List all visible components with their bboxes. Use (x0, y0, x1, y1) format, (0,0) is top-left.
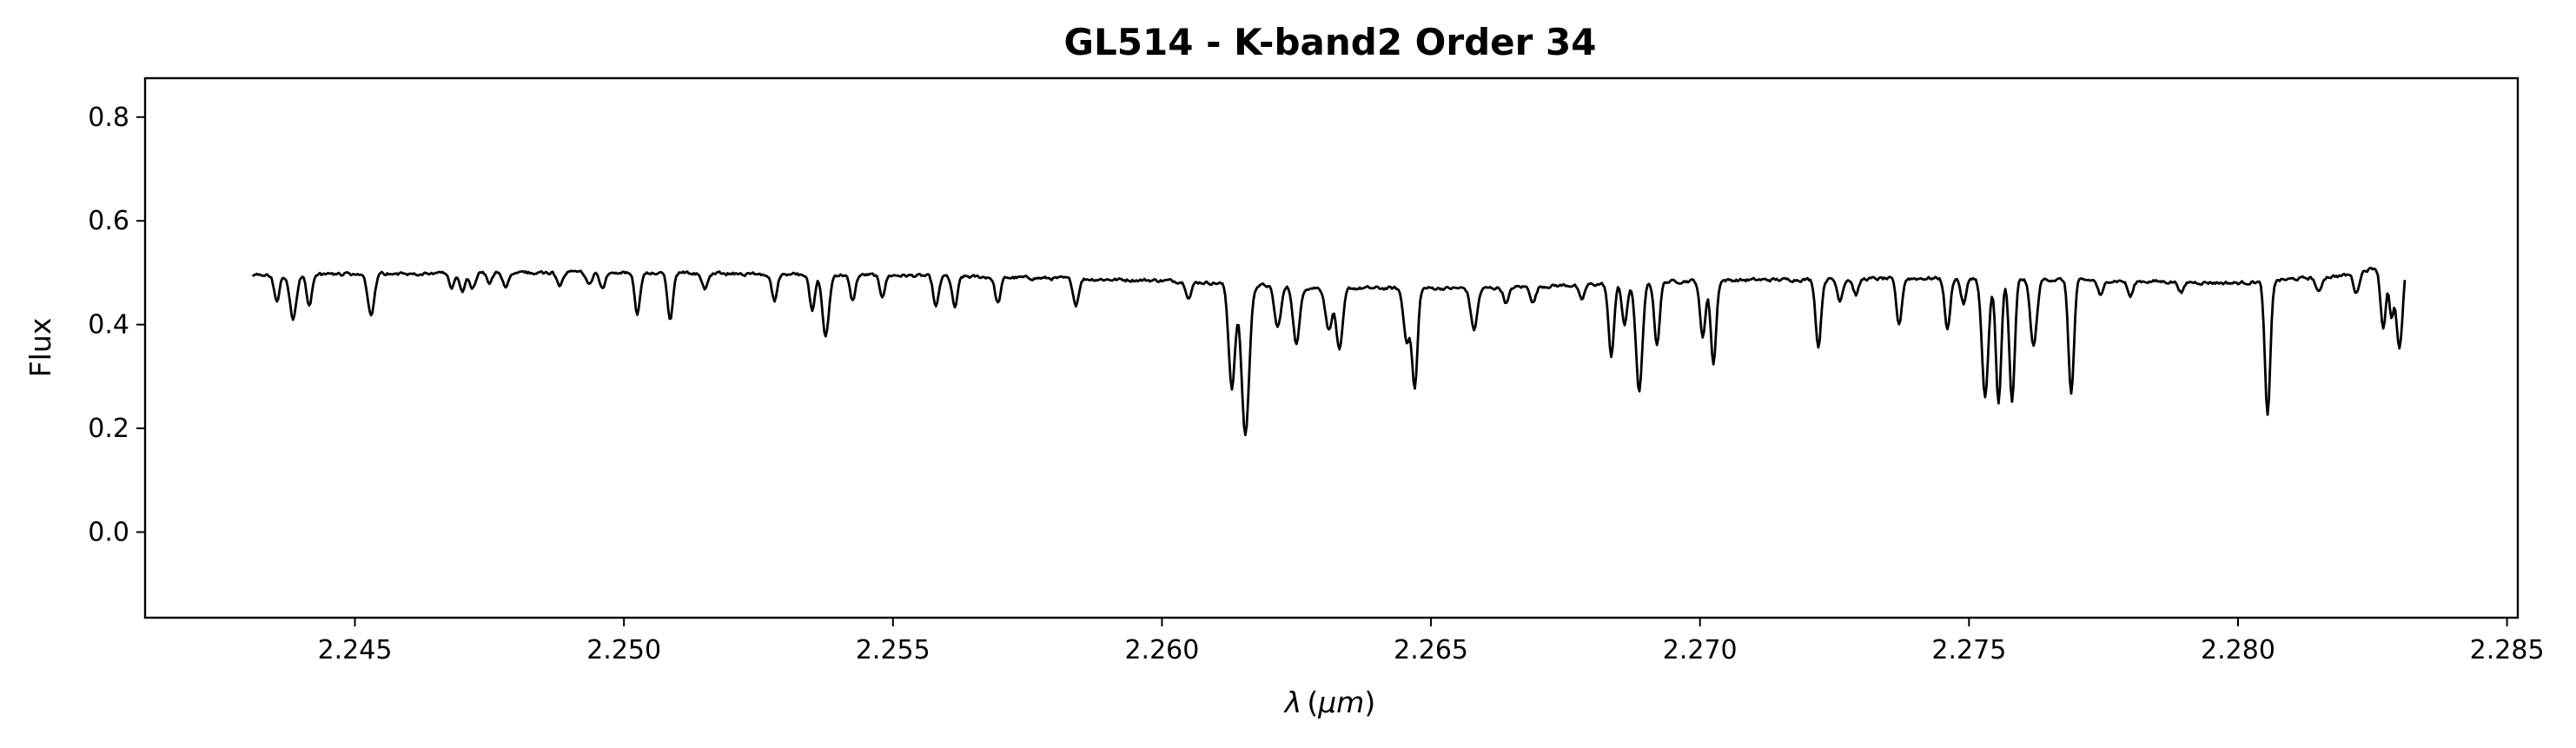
x-tick-label: 2.280 (2201, 635, 2275, 665)
x-axis-label: λ (μm) (1283, 685, 1375, 719)
chart-title: GL514 - K-band2 Order 34 (1064, 21, 1597, 63)
x-tick-label: 2.255 (856, 635, 930, 665)
y-tick-label: 0.4 (88, 310, 129, 341)
y-tick-label: 0.8 (88, 103, 129, 133)
x-tick-label: 2.270 (1663, 635, 1738, 665)
flux-series-line (251, 267, 2407, 437)
x-tick-label: 2.285 (2470, 635, 2545, 665)
x-axis: 2.245 2.250 2.255 2.260 2.265 2.270 2.275 2.280… (318, 618, 2545, 665)
y-axis-label: Flux (23, 318, 57, 378)
y-tick-label: 0.2 (88, 414, 129, 444)
x-tick-label: 2.250 (586, 635, 661, 665)
x-tick-label: 2.265 (1394, 635, 1468, 665)
plot-frame (143, 76, 2520, 619)
y-tick-label: 0.0 (88, 517, 129, 547)
x-tick-label: 2.275 (1931, 635, 2006, 665)
x-tick-label: 2.260 (1124, 635, 1199, 665)
y-tick-label: 0.6 (88, 206, 129, 236)
y-axis: 0.0 0.2 0.4 0.6 0.8 (88, 103, 145, 547)
x-tick-label: 2.245 (318, 635, 393, 665)
